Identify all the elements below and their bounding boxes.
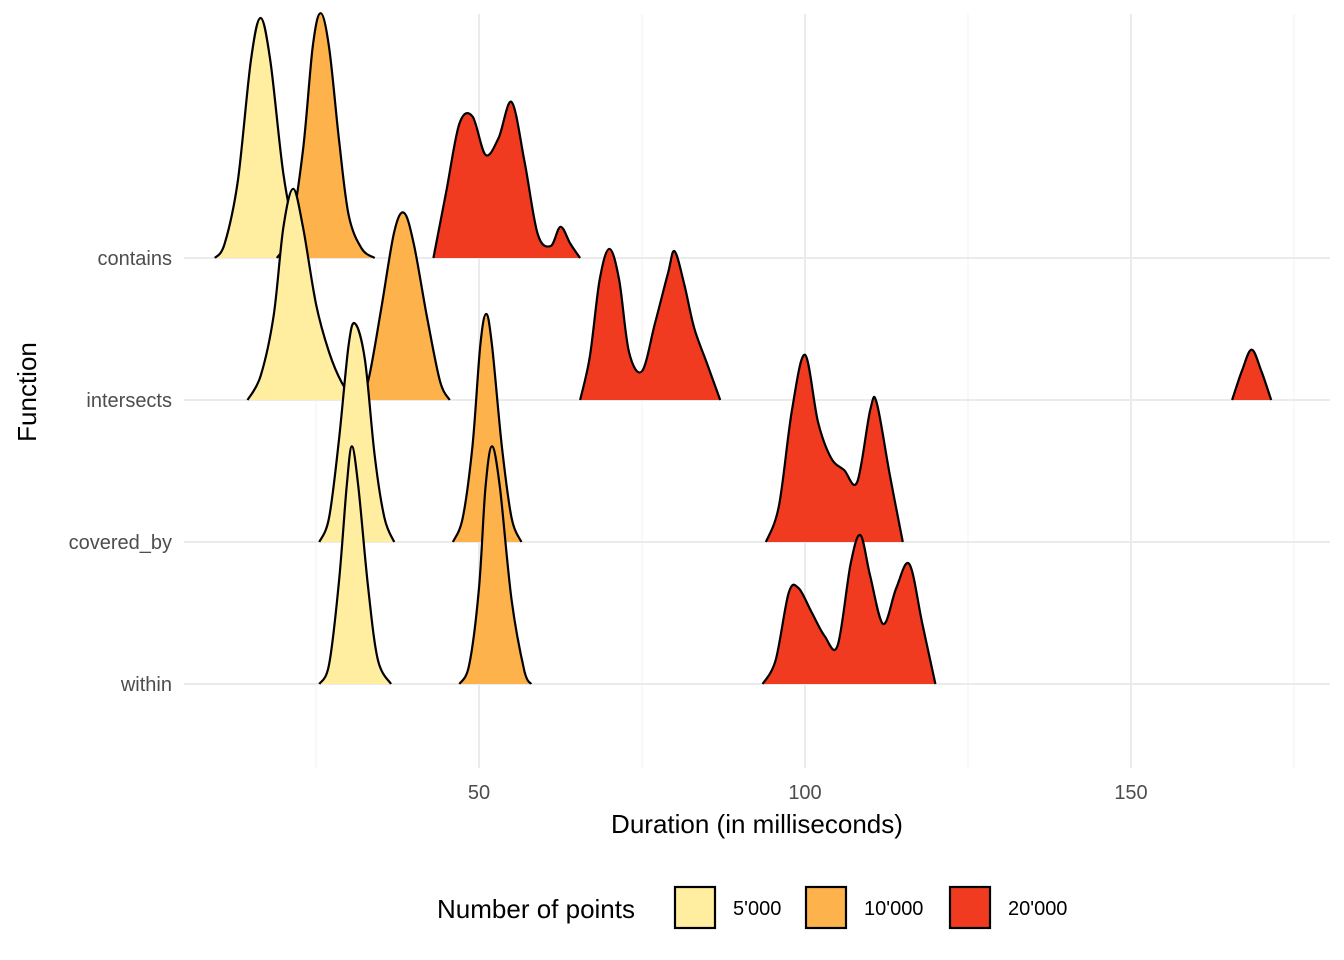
legend-key-10000 xyxy=(804,885,848,930)
ridge-outline-intersects-10000 xyxy=(357,211,451,401)
ridge-outline-within-5000 xyxy=(318,445,392,685)
legend: Number of points 5'000 10'000 20'000 xyxy=(437,885,1067,930)
y-axis-title: Function xyxy=(12,342,42,442)
ridge-plot-area xyxy=(214,12,1273,685)
legend-label-10000: 10'000 xyxy=(864,898,923,920)
ridge-outline-covered_by-5000 xyxy=(318,321,396,543)
ridge-outline-covered_by-20000 xyxy=(764,353,904,543)
y-tick-label-intersects: intersects xyxy=(86,390,172,412)
ridge-fill-contains-20000 xyxy=(433,101,581,259)
ridge-outline-intersects-20000 xyxy=(579,247,722,401)
ridge-outline-contains-20000 xyxy=(432,100,581,259)
ridge-fill-intersects-10000 xyxy=(358,212,450,400)
ridge-outline-intersects-20000 xyxy=(1231,348,1273,401)
legend-key-5000 xyxy=(673,885,717,930)
x-tick-label-100: 100 xyxy=(788,782,821,804)
x-tick-label-150: 150 xyxy=(1114,782,1147,804)
y-tick-label-within: within xyxy=(120,674,172,696)
ridge-fill-within-10000 xyxy=(459,446,532,684)
y-tick-label-contains: contains xyxy=(98,248,173,270)
legend-items: 5'000 10'000 20'000 xyxy=(673,885,1067,930)
ridge-fill-within-5000 xyxy=(319,446,391,684)
ridge-fill-intersects-20000 xyxy=(580,248,721,400)
ridge-outline-within-10000 xyxy=(458,445,533,685)
ridge-fill-covered_by-20000 xyxy=(765,354,903,542)
x-tick-label-50: 50 xyxy=(468,782,490,804)
ridge-outline-covered_by-10000 xyxy=(451,312,523,543)
ridge-fill-within-20000 xyxy=(762,534,936,684)
legend-key-20000 xyxy=(948,885,992,930)
ridge-fill-contains-5000 xyxy=(214,18,307,258)
ridge-outline-intersects-5000 xyxy=(246,187,356,401)
legend-label-20000: 20'000 xyxy=(1008,898,1067,920)
ridge-fill-intersects-20000 xyxy=(1232,349,1272,400)
x-axis-title: Duration (in milliseconds) xyxy=(611,809,903,839)
ridge-fill-covered_by-5000 xyxy=(319,323,395,542)
ridge-fill-contains-10000 xyxy=(276,13,375,259)
legend-title: Number of points xyxy=(437,894,635,924)
ridge-outline-within-20000 xyxy=(761,534,937,685)
x-axis-tick-labels: 50 100 150 xyxy=(468,782,1148,804)
ridge-fill-intersects-5000 xyxy=(247,188,356,400)
legend-label-5000: 5'000 xyxy=(733,898,781,920)
y-tick-label-covered_by: covered_by xyxy=(69,532,172,554)
ridge-fill-covered_by-10000 xyxy=(452,314,522,542)
